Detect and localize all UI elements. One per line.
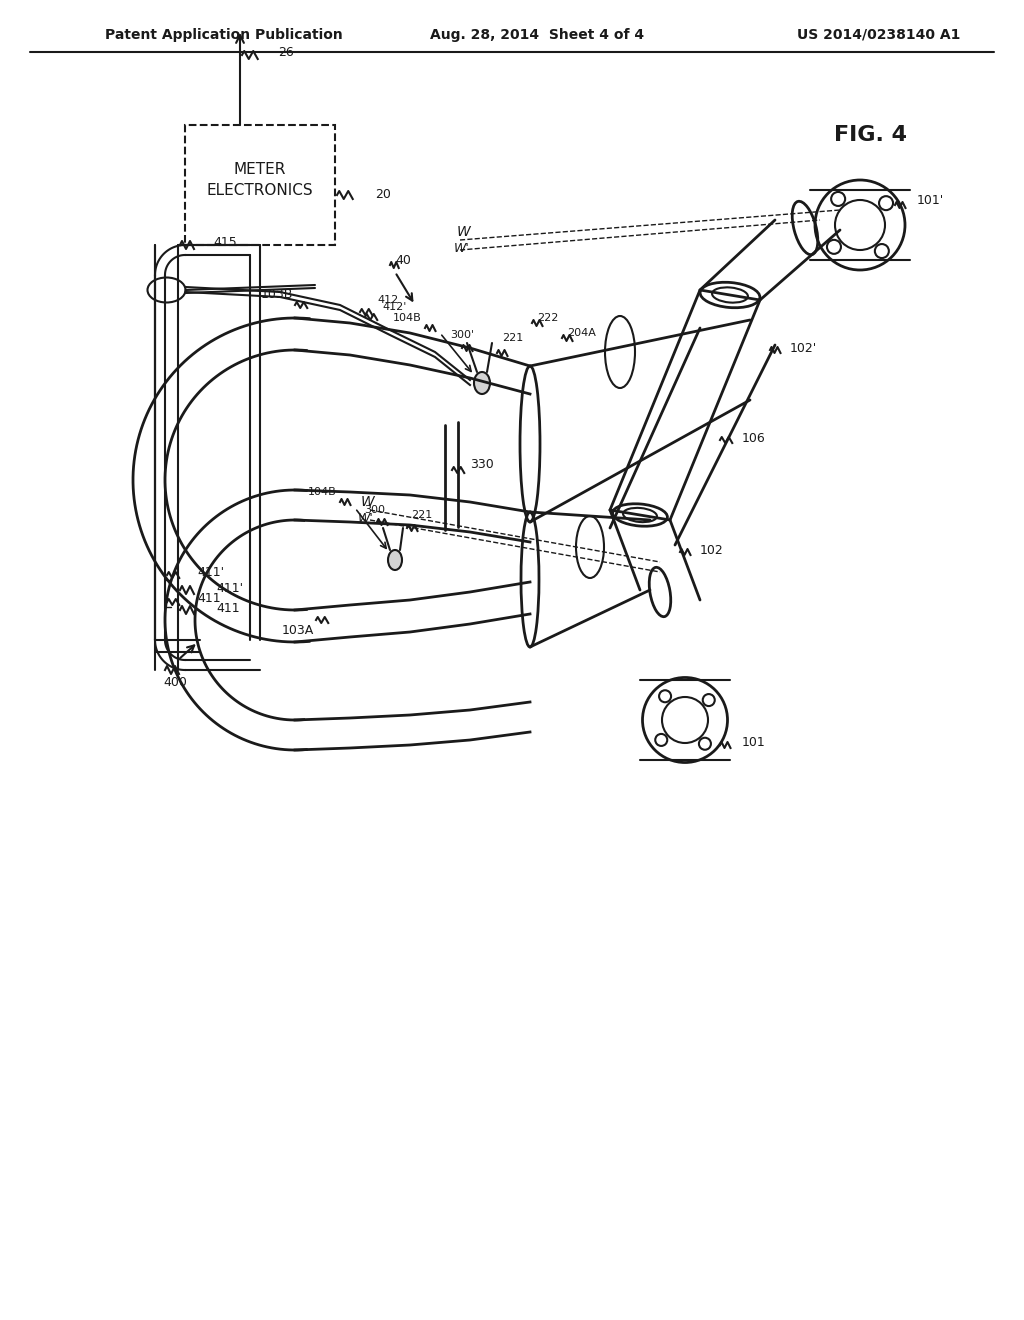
Text: 221: 221 — [411, 510, 432, 520]
Text: 101: 101 — [742, 737, 766, 750]
Text: METER
ELECTRONICS: METER ELECTRONICS — [207, 162, 313, 198]
Text: Patent Application Publication: Patent Application Publication — [105, 28, 343, 42]
Text: 103A: 103A — [282, 623, 314, 636]
Text: 26: 26 — [278, 46, 294, 59]
Text: W': W' — [455, 242, 470, 255]
Text: W: W — [360, 495, 374, 510]
Text: 415: 415 — [213, 235, 237, 248]
Circle shape — [879, 197, 893, 210]
FancyBboxPatch shape — [185, 125, 335, 246]
Text: 106: 106 — [742, 432, 766, 445]
Text: 400: 400 — [163, 676, 186, 689]
Text: Aug. 28, 2014  Sheet 4 of 4: Aug. 28, 2014 Sheet 4 of 4 — [430, 28, 644, 42]
Ellipse shape — [474, 372, 490, 393]
Circle shape — [699, 738, 711, 750]
Text: 411: 411 — [216, 602, 240, 615]
Text: 104B: 104B — [393, 313, 422, 323]
Text: 222: 222 — [537, 313, 558, 323]
Text: 300': 300' — [450, 330, 474, 341]
Text: FIG. 4: FIG. 4 — [834, 125, 906, 145]
Text: 412: 412 — [377, 294, 398, 305]
Text: US 2014/0238140 A1: US 2014/0238140 A1 — [797, 28, 961, 42]
Text: W: W — [457, 224, 470, 239]
Text: 101': 101' — [918, 194, 944, 206]
Text: 103B: 103B — [261, 289, 293, 301]
Text: 411': 411' — [216, 582, 243, 594]
Text: 102': 102' — [790, 342, 817, 355]
Text: W': W' — [358, 511, 374, 524]
Text: 411: 411 — [197, 593, 220, 606]
Circle shape — [831, 191, 845, 206]
Text: 330: 330 — [470, 458, 494, 471]
Text: 204A: 204A — [567, 327, 596, 338]
Text: 20: 20 — [375, 189, 391, 202]
Text: 411': 411' — [197, 565, 224, 578]
Circle shape — [659, 690, 671, 702]
Text: 412': 412' — [382, 302, 407, 312]
Circle shape — [655, 734, 668, 746]
Text: 40: 40 — [395, 253, 411, 267]
Ellipse shape — [388, 550, 402, 570]
Text: 300: 300 — [365, 506, 385, 515]
Text: 102: 102 — [700, 544, 724, 557]
Circle shape — [827, 240, 841, 253]
Circle shape — [874, 244, 889, 257]
Text: 221: 221 — [502, 333, 523, 343]
Circle shape — [702, 694, 715, 706]
Text: 104B: 104B — [308, 487, 337, 498]
